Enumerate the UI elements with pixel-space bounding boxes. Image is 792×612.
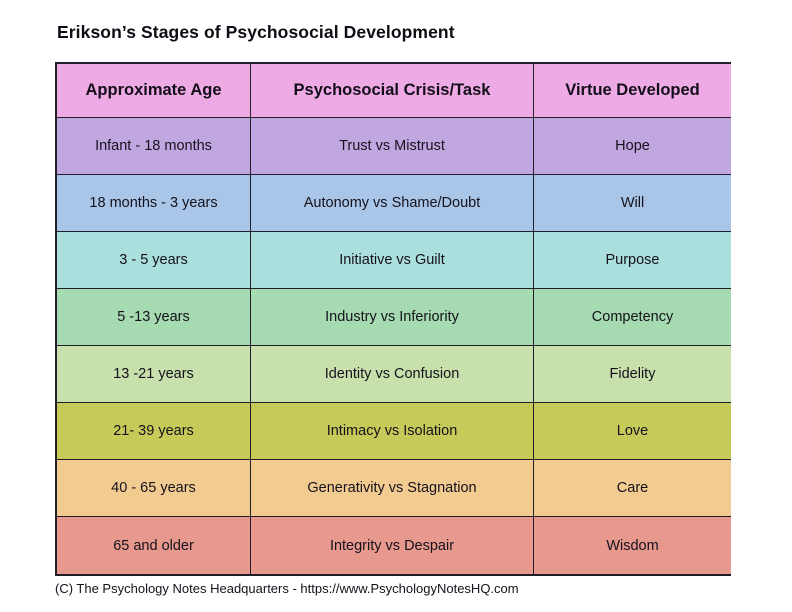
table-cell-age-row2: 18 months - 3 years <box>57 175 251 232</box>
column-header-crisis: Psychosocial Crisis/Task <box>251 64 534 118</box>
table-cell-age-row4: 5 -13 years <box>57 289 251 346</box>
table-cell-crisis-row1: Trust vs Mistrust <box>251 118 534 175</box>
table-cell-crisis-row6: Intimacy vs Isolation <box>251 403 534 460</box>
table-cell-crisis-row4: Industry vs Inferiority <box>251 289 534 346</box>
table-cell-virtue-row2: Will <box>534 175 731 232</box>
table-cell-age-row8: 65 and older <box>57 517 251 574</box>
table-cell-virtue-row5: Fidelity <box>534 346 731 403</box>
table-cell-virtue-row1: Hope <box>534 118 731 175</box>
table-cell-age-row7: 40 - 65 years <box>57 460 251 517</box>
column-header-virtue: Virtue Developed <box>534 64 731 118</box>
table-cell-virtue-row7: Care <box>534 460 731 517</box>
table-cell-virtue-row6: Love <box>534 403 731 460</box>
column-header-age: Approximate Age <box>57 64 251 118</box>
table-cell-crisis-row8: Integrity vs Despair <box>251 517 534 574</box>
table-cell-age-row5: 13 -21 years <box>57 346 251 403</box>
table-cell-virtue-row3: Purpose <box>534 232 731 289</box>
page-title: Erikson’s Stages of Psychosocial Develop… <box>57 22 455 42</box>
footer-credit: (C) The Psychology Notes Headquarters - … <box>55 581 519 596</box>
table-cell-age-row3: 3 - 5 years <box>57 232 251 289</box>
table-cell-virtue-row4: Competency <box>534 289 731 346</box>
table-cell-crisis-row7: Generativity vs Stagnation <box>251 460 534 517</box>
table-cell-crisis-row5: Identity vs Confusion <box>251 346 534 403</box>
table-cell-age-row6: 21- 39 years <box>57 403 251 460</box>
table-cell-virtue-row8: Wisdom <box>534 517 731 574</box>
table-cell-age-row1: Infant - 18 months <box>57 118 251 175</box>
stages-table: Approximate Age Psychosocial Crisis/Task V… <box>55 62 731 576</box>
table-cell-crisis-row3: Initiative vs Guilt <box>251 232 534 289</box>
table-cell-crisis-row2: Autonomy vs Shame/Doubt <box>251 175 534 232</box>
